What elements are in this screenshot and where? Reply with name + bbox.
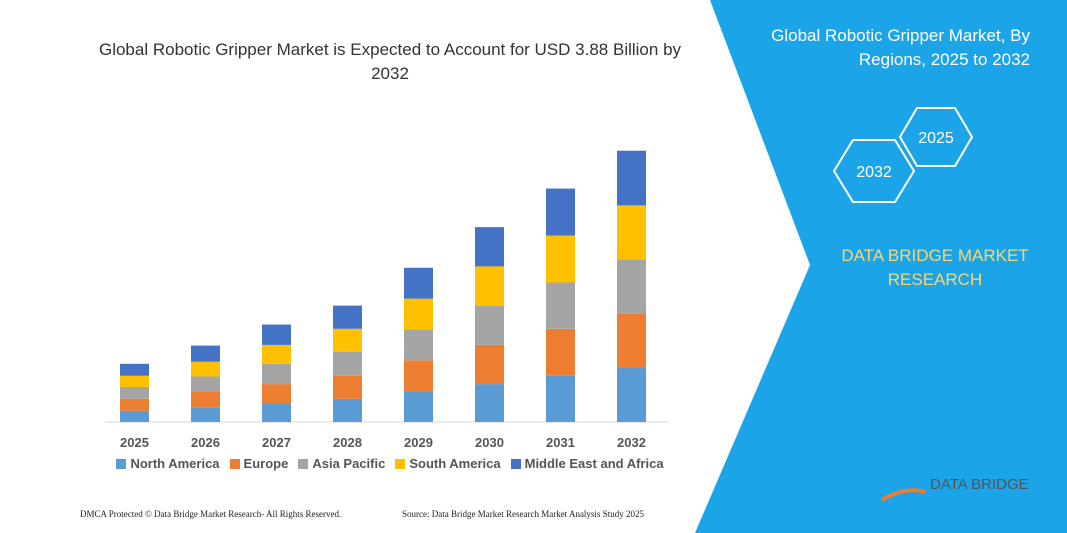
legend-swatch xyxy=(395,458,406,469)
hexagon-label: 2032 xyxy=(856,164,892,181)
x-tick-label: 2028 xyxy=(333,435,362,450)
bar-segment xyxy=(475,305,504,345)
x-tick-label: 2030 xyxy=(475,435,504,450)
legend-label: North America xyxy=(130,456,220,471)
side-panel xyxy=(695,0,1067,533)
legend-label: Europe xyxy=(243,456,289,471)
bar-segment xyxy=(262,324,291,345)
legend-item: Asia Pacific xyxy=(298,456,385,471)
legend-label: Middle East and Africa xyxy=(524,456,664,471)
x-tick-label: 2031 xyxy=(546,435,575,450)
legend-swatch xyxy=(298,458,309,469)
legend-item: South America xyxy=(395,456,501,471)
hexagon xyxy=(832,139,916,203)
bar-segment xyxy=(262,384,291,404)
bar-segment xyxy=(404,267,433,299)
bar-segment xyxy=(262,363,291,385)
bar-segment xyxy=(120,363,149,376)
bar-segment xyxy=(617,368,646,422)
bar-segment xyxy=(404,391,433,422)
hexagon xyxy=(898,107,974,167)
legend: North America Europe Asia Pacific South Ame… xyxy=(100,456,680,471)
bar-segment xyxy=(546,328,575,376)
bar-segment xyxy=(191,391,220,408)
bar-segment xyxy=(120,375,149,387)
legend-label: Asia Pacific xyxy=(312,456,386,471)
legend-swatch xyxy=(510,458,521,469)
bar-segment xyxy=(475,266,504,306)
x-tick-label: 2027 xyxy=(262,435,291,450)
bar-segment xyxy=(333,328,362,352)
bar-segment xyxy=(191,345,220,362)
bar-segment xyxy=(120,386,149,399)
bar-segment xyxy=(617,150,646,206)
x-tick-label: 2029 xyxy=(404,435,433,450)
bar-segment xyxy=(333,305,362,329)
legend-item: North America xyxy=(116,456,220,471)
bar-segment xyxy=(333,398,362,422)
bar-segment xyxy=(191,376,220,392)
chart-title: Global Robotic Gripper Market is Expecte… xyxy=(98,40,682,83)
bar-segment xyxy=(191,361,220,377)
x-tick-label: 2032 xyxy=(617,435,646,450)
bars xyxy=(120,150,646,422)
bar-segment xyxy=(475,384,504,422)
legend-swatch xyxy=(229,458,240,469)
bar-segment xyxy=(404,329,433,361)
brand: DATA BRIDGE MARKET RESEARCH xyxy=(841,246,1029,289)
bar-segment xyxy=(262,344,291,364)
legend-item: Europe xyxy=(229,456,289,471)
legend-label: South America xyxy=(409,456,501,471)
panel-title: Global Robotic Gripper Market, By Region… xyxy=(771,26,1030,69)
logo-swoosh xyxy=(880,488,926,502)
bar-segment xyxy=(617,205,646,260)
bar-segment xyxy=(617,313,646,369)
bar-segment xyxy=(546,282,575,329)
bar-segment xyxy=(191,407,220,422)
bar-segment xyxy=(546,188,575,236)
bar-segment xyxy=(475,344,504,385)
bar-segment xyxy=(617,259,646,314)
footer-left: DMCA Protected © Data Bridge Market Rese… xyxy=(80,509,342,519)
bar-segment xyxy=(546,375,575,422)
bar-segment xyxy=(333,375,362,399)
bar-segment xyxy=(120,410,149,422)
hexagon-label: 2025 xyxy=(918,130,954,147)
bar-segment xyxy=(404,298,433,330)
bar-segment xyxy=(262,403,291,422)
bar-segment xyxy=(120,398,149,411)
logo-text: DATA BRIDGE xyxy=(930,476,1029,493)
legend-item: Middle East and Africa xyxy=(510,456,664,471)
x-tick-label: 2025 xyxy=(120,435,149,450)
bar-segment xyxy=(475,227,504,267)
bar-segment xyxy=(333,351,362,376)
footer-right: Source: Data Bridge Market Research Mark… xyxy=(402,509,644,519)
bar-segment xyxy=(546,235,575,283)
x-tick-label: 2026 xyxy=(191,435,220,450)
bar-segment xyxy=(404,360,433,392)
legend-swatch xyxy=(116,458,127,469)
